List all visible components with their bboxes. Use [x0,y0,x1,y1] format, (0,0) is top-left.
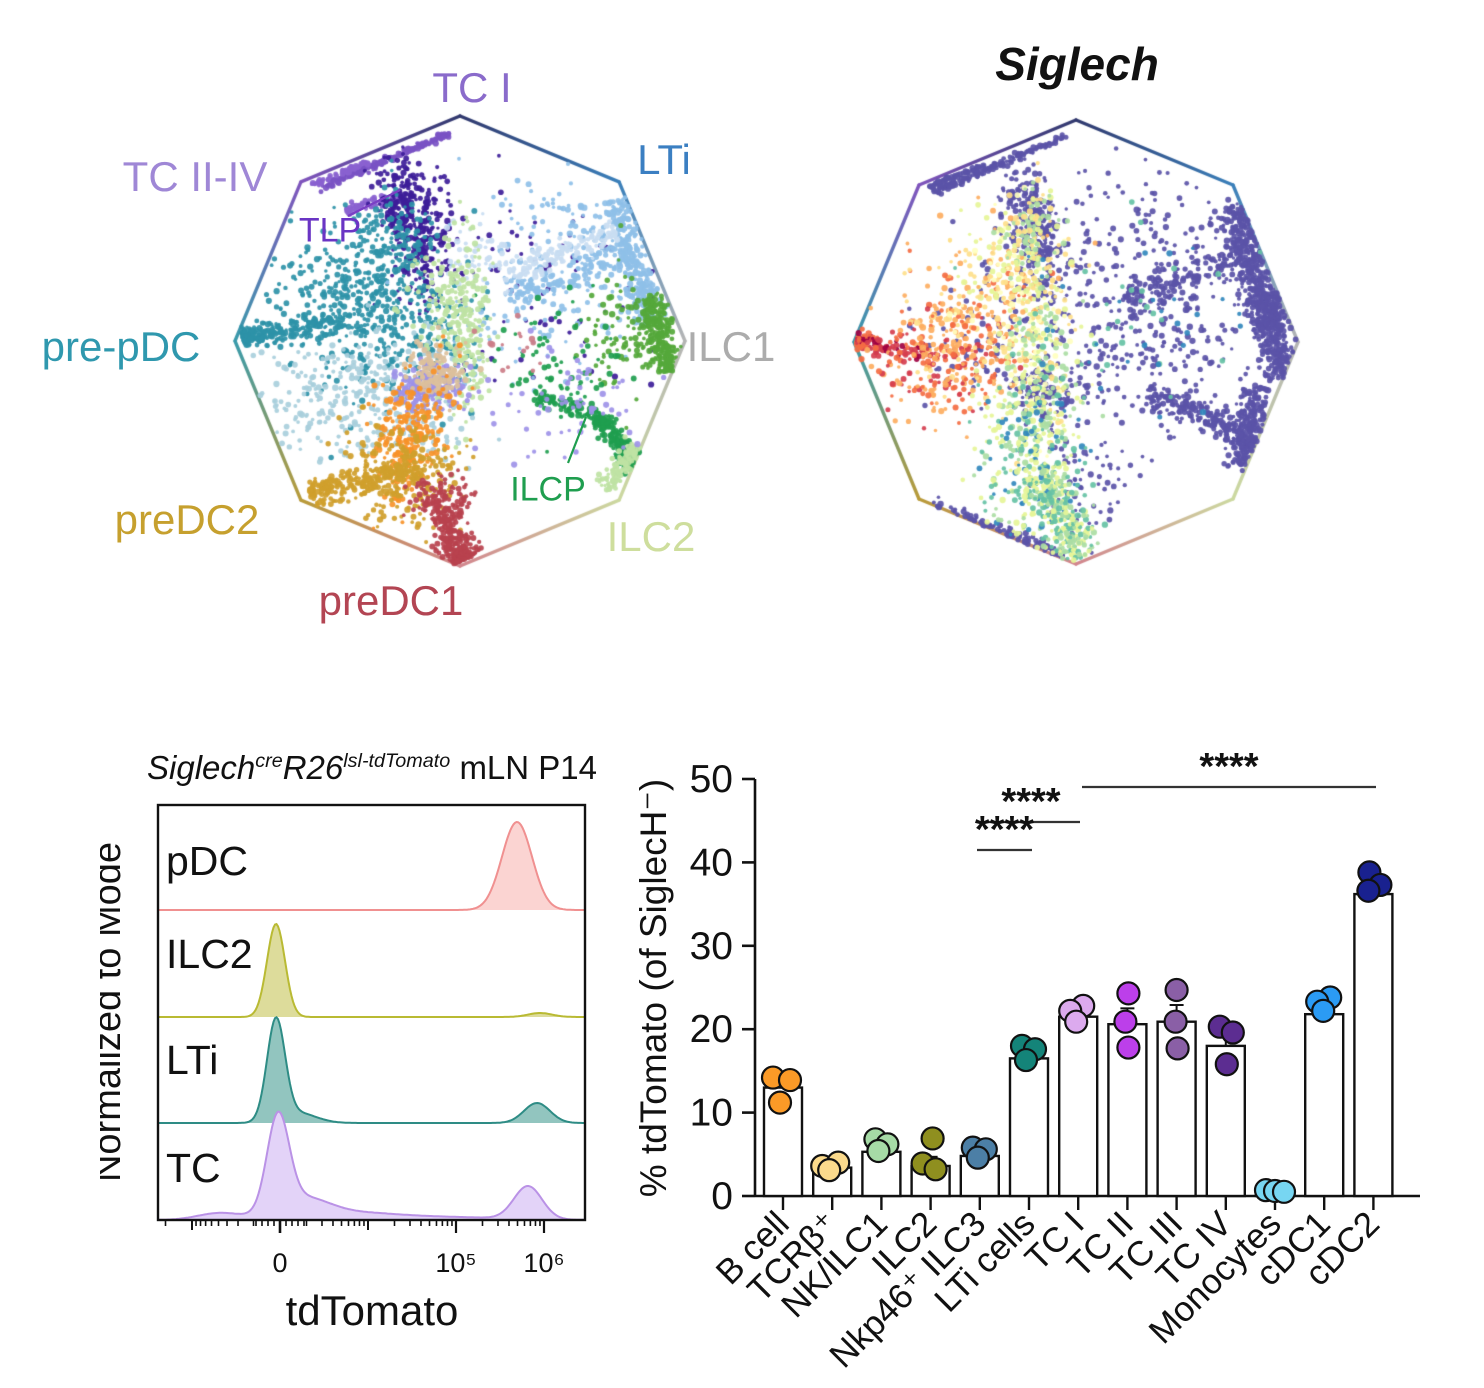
x-tick-label-1e5: 10⁵ [435,1248,476,1278]
ilcp-pointer-line [566,416,588,464]
data-point-Nkp46⁺ ILC3 [965,1145,990,1170]
data-point-TC II [1116,981,1141,1006]
histogram-row-label-tc: TC [166,1145,221,1191]
umap-siglech-plot [740,0,1484,660]
umap-label-predc2: preDC2 [114,496,260,543]
data-point-TC III [1165,1036,1190,1061]
histogram-panel: pDC ILC2 LTi TC 0 10⁵ 10⁶ tdTomato Normalized to… [100,803,587,1334]
data-point-TC II [1113,1009,1138,1034]
umap-cluster-plot [0,0,740,660]
siglech-panel-title: Siglech [995,38,1159,90]
data-point-cDC2 [1356,878,1381,903]
data-point-B cell [767,1090,793,1115]
y-tick-label: 50 [690,758,733,801]
bar-LTi cells [1008,1057,1050,1198]
bar-cDC2 [1353,892,1394,1198]
hist-title-sup-lsl: lsl-tdTomato [343,750,451,772]
y-tick-label: 0 [711,1175,733,1218]
umap-label-prepdc: pre-pDC [41,323,201,370]
data-point-ILC2 [923,1157,948,1182]
tlp-pointer-line [347,189,401,217]
hist-title-sup-cre: cre [255,750,283,772]
histogram-title: SiglechcreR26lsl-tdTomato mLN P14 [147,749,597,787]
umap-label-predc1: preDC1 [318,577,464,624]
x-tick-label-1e6: 10⁶ [523,1248,564,1278]
data-point-cDC1 [1311,998,1336,1023]
umap-label-lti: LTi [637,136,691,183]
histogram-x-axis-label: tdTomato [286,1287,459,1334]
histogram-curve-pdc [158,820,585,911]
bar-cDC1 [1304,1012,1345,1198]
y-tick-label: 30 [690,925,733,968]
y-tick-label: 10 [690,1092,733,1135]
hist-title-suffix: mLN P14 [450,749,598,786]
data-point-NK/ILC1 [866,1138,891,1164]
data-point-B cell [777,1067,803,1093]
umap-label-ilc2: ILC2 [606,513,696,560]
significance-stars-1: **** [1001,781,1060,823]
x-tick-label-zero: 0 [272,1248,287,1278]
histogram-row-label-lti: LTi [166,1037,218,1083]
histogram-y-axis-label: Normalized to Mode [100,842,129,1182]
data-point-LTi cells [1013,1047,1039,1073]
umap-label-tc1: TC I [432,64,512,111]
data-point-TC II [1116,1035,1141,1060]
hist-title-gene: Siglech [146,749,256,786]
data-point-ILC2 [920,1126,945,1151]
umap-label-ilcp: ILCP [510,470,586,509]
umap-label-ilc1: ILC1 [686,323,776,370]
significance-stars-0: **** [1199,746,1258,788]
data-point-TC IV [1214,1052,1239,1077]
umap-label-tc24: TC II-IV [122,153,268,200]
bar-TC I [1058,1015,1099,1198]
data-point-Monocytes [1271,1179,1297,1204]
umap-pointer-overlay [347,189,588,464]
histogram-curve-ilc2 [158,922,585,1018]
data-point-TC IV [1220,1020,1245,1045]
histogram-curve-tc [157,1110,586,1221]
histogram-curve-lti [158,1016,585,1124]
y-tick-label: 20 [690,1008,733,1051]
y-tick-label: 40 [690,841,733,884]
hist-title-r26: R26 [282,749,344,786]
histogram-row-label-pdc: pDC [166,838,248,884]
significance-stars-2: **** [975,809,1034,851]
data-point-TCRβ⁺ [817,1158,842,1183]
umap-label-tlp: TLP [298,211,362,250]
data-point-TC III [1164,977,1189,1003]
data-point-TC III [1163,1009,1188,1034]
histogram-frame [156,803,587,1222]
bar-y-axis-label: % tdTomato (of SiglecH⁻) [633,779,674,1197]
histogram-row-label-ilc2: ILC2 [166,931,253,977]
data-point-TC I [1064,1009,1089,1034]
